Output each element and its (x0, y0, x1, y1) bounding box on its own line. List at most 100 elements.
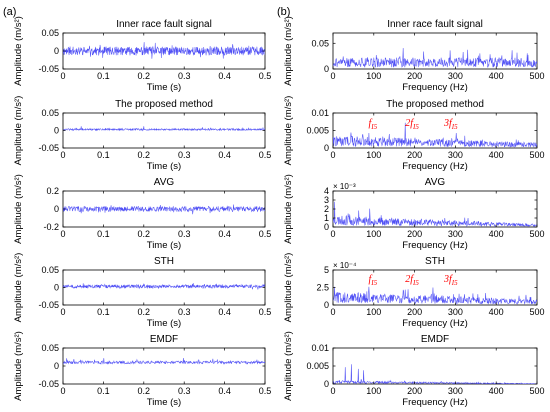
x-tick-label: 0 (330, 150, 335, 160)
x-axis-label: Frequency (Hz) (402, 82, 467, 93)
x-tick-label: 300 (448, 386, 463, 396)
subplot-b-1: The proposed method 0 100 200 300 400 500 0 0.00… (283, 96, 545, 172)
signal-line (333, 364, 537, 384)
y-axis-label: Amplitude (m/s²) (283, 253, 294, 323)
y-tick-label: 2.5 (316, 283, 329, 293)
fault-frequency-annotation: fI5 (368, 118, 377, 131)
subplot-title: AVG (154, 177, 175, 188)
subplot-a-1: The proposed method 0 0.1 0.2 0.3 0.4 0.5 -0.05… (13, 96, 271, 172)
x-tick-label: 400 (489, 150, 504, 160)
y-axis-label: Amplitude (m/s²) (13, 16, 24, 86)
y-tick-label: 0 (54, 361, 59, 371)
y-tick-label: 0 (324, 64, 329, 74)
x-tick-label: 500 (529, 229, 544, 239)
x-axis-label: Time (s) (147, 161, 181, 172)
plot-area (62, 347, 266, 385)
signal-line (333, 122, 537, 148)
y-multiplier: × 10⁻⁴ (333, 261, 357, 270)
y-axis-label: Amplitude (m/s²) (283, 16, 294, 86)
y-tick-label: -0.05 (38, 300, 59, 310)
x-axis-label: Frequency (Hz) (402, 397, 467, 408)
x-tick-label: 0.5 (259, 71, 272, 81)
panel-letter-a: (a) (3, 6, 16, 18)
x-tick-label: 0.4 (218, 150, 231, 160)
plot-area (62, 112, 266, 149)
x-tick-label: 0.4 (218, 229, 231, 239)
x-axis-label: Time (s) (147, 318, 181, 329)
y-axis-label: Amplitude (m/s²) (13, 253, 24, 323)
plot-area (332, 347, 538, 385)
x-tick-label: 0.4 (218, 386, 231, 396)
subplot-b-3: STH 0 100 200 300 400 500 0 2.5 5 × 10⁻⁴ Frequency … (283, 253, 545, 329)
x-tick-label: 200 (407, 150, 422, 160)
x-tick-label: 0 (60, 150, 65, 160)
y-tick-label: 0 (54, 126, 59, 136)
x-tick-label: 0.1 (97, 307, 110, 317)
y-axis-label: Amplitude (m/s²) (13, 331, 24, 401)
x-tick-label: 0.1 (97, 229, 110, 239)
x-tick-label: 0 (330, 71, 335, 81)
subplot-title: STH (425, 256, 445, 267)
x-tick-label: 0.1 (97, 71, 110, 81)
fault-frequency-annotation: 2fI5 (405, 274, 419, 287)
y-tick-label: 5 (324, 265, 329, 275)
x-tick-label: 0 (330, 307, 335, 317)
signal-line (333, 48, 537, 68)
subplot-title: The proposed method (115, 99, 213, 110)
signal-line (63, 204, 265, 215)
x-tick-label: 400 (489, 229, 504, 239)
x-tick-label: 100 (366, 150, 381, 160)
x-tick-label: 300 (448, 307, 463, 317)
signal-line (63, 42, 265, 59)
subplot-title: EMDF (150, 334, 178, 345)
subplot-a-0: Inner race fault signal 0 0.1 0.2 0.3 0.4 0.5 -… (13, 16, 271, 93)
x-axis-label: Frequency (Hz) (402, 161, 467, 172)
signal-line (63, 357, 265, 365)
x-tick-label: 500 (529, 307, 544, 317)
x-tick-label: 100 (366, 229, 381, 239)
signal-line (333, 286, 537, 305)
subplot-title: Inner race fault signal (116, 19, 212, 30)
y-tick-label: 0 (324, 222, 329, 232)
y-tick-label: -0.05 (38, 64, 59, 74)
x-tick-label: 400 (489, 386, 504, 396)
x-tick-label: 0.3 (178, 229, 191, 239)
x-tick-label: 400 (489, 307, 504, 317)
x-tick-label: 300 (448, 229, 463, 239)
y-tick-label: 0.01 (311, 108, 329, 118)
subplot-title: The proposed method (386, 99, 484, 110)
signal-line (63, 283, 265, 290)
x-tick-label: 0.3 (178, 150, 191, 160)
x-tick-label: 100 (366, 71, 381, 81)
x-tick-label: 0.2 (138, 150, 151, 160)
y-tick-label: 0 (54, 204, 59, 214)
y-tick-label: 0.05 (41, 343, 59, 353)
y-multiplier: × 10⁻³ (333, 182, 356, 191)
fault-frequency-annotation: 3fI5 (443, 118, 458, 131)
x-tick-label: 0.5 (259, 150, 272, 160)
x-tick-label: 0.5 (259, 307, 272, 317)
y-axis-label: Amplitude (m/s²) (283, 331, 294, 401)
y-tick-label: 2 (324, 204, 329, 214)
x-tick-label: 100 (366, 307, 381, 317)
x-tick-label: 0.2 (138, 229, 151, 239)
signal-line (333, 201, 537, 227)
y-tick-label: 0 (324, 143, 329, 153)
x-axis-label: Time (s) (147, 240, 181, 251)
x-tick-label: 0 (60, 71, 65, 81)
x-tick-label: 200 (407, 386, 422, 396)
fault-frequency-annotation: 3fI5 (443, 274, 458, 287)
x-tick-label: 200 (407, 307, 422, 317)
y-tick-label: 0 (54, 46, 59, 56)
y-tick-label: 0.01 (311, 343, 329, 353)
x-tick-label: 0.3 (178, 386, 191, 396)
x-tick-label: 0.2 (138, 307, 151, 317)
fault-frequency-annotation: fI5 (368, 274, 377, 287)
x-axis-label: Frequency (Hz) (402, 318, 467, 329)
subplot-title: Inner race fault signal (387, 19, 483, 30)
x-tick-label: 0.2 (138, 71, 151, 81)
x-tick-label: 0.2 (138, 386, 151, 396)
y-tick-label: 0.005 (306, 361, 329, 371)
